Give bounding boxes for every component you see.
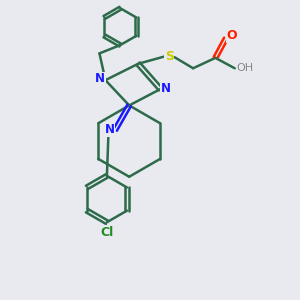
Text: Cl: Cl: [100, 226, 113, 238]
Text: N: N: [95, 72, 105, 85]
Text: O: O: [226, 29, 237, 42]
Text: N: N: [161, 82, 171, 95]
Text: N: N: [105, 123, 115, 136]
Text: OH: OH: [236, 63, 254, 73]
Text: S: S: [165, 50, 174, 63]
